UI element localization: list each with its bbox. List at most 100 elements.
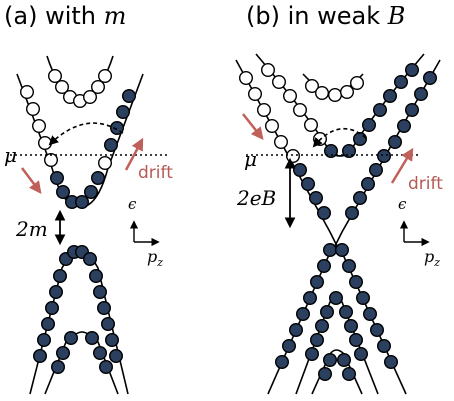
panel-b-left-drift-arrow bbox=[242, 113, 264, 140]
empty-state-b-band-inner-0 bbox=[261, 63, 276, 78]
filled-state-b-band-lower-left-2 bbox=[310, 275, 325, 290]
filled-state-b-band-upper-right-8 bbox=[353, 190, 368, 205]
filled-state-b-band-upper-right-5 bbox=[377, 148, 392, 163]
empty-state-b-band-upper-left-0 bbox=[238, 70, 253, 85]
filled-state-b-band-upper-right-0 bbox=[423, 70, 438, 85]
empty-state-b-band-upper-left-2 bbox=[257, 102, 272, 117]
filled-state-a-band-lower-4 bbox=[51, 360, 66, 375]
filled-state-a-band-conduction-12 bbox=[103, 137, 118, 152]
empty-state-b-band-upper-left-4 bbox=[274, 134, 289, 149]
empty-state-b-band-top-small-1 bbox=[315, 85, 330, 100]
filled-state-b-band-upper-left-7 bbox=[301, 176, 316, 191]
filled-state-b-band-upper-right-9 bbox=[345, 205, 360, 220]
filled-state-a-band-valence-11 bbox=[92, 285, 107, 300]
filled-state-b-band-upper-left-8 bbox=[309, 190, 324, 205]
filled-state-b-band-inner-8 bbox=[353, 131, 368, 146]
filled-state-a-band-valence-13 bbox=[100, 317, 115, 332]
filled-state-b-band-inner-12 bbox=[394, 74, 409, 89]
filled-state-b-band-lower-middle-8 bbox=[354, 347, 369, 362]
filled-state-a-band-lower-3 bbox=[92, 346, 107, 361]
filled-state-a-band-valence-15 bbox=[108, 349, 123, 364]
empty-state-a-band-upper-small-4 bbox=[82, 89, 97, 104]
panel-b-gap-label: 2eB bbox=[236, 186, 276, 210]
empty-state-a-band-upper-small-5 bbox=[90, 79, 105, 94]
panel-a-axis-momentum-label: pz bbox=[147, 247, 163, 269]
filled-state-a-band-valence-3 bbox=[82, 251, 97, 266]
filled-state-b-band-lower-left-6 bbox=[282, 339, 297, 354]
panel-b-title-symbol: B bbox=[387, 2, 406, 30]
filled-state-b-band-lower-middle-1 bbox=[320, 305, 335, 320]
filled-state-a-band-lower-1 bbox=[84, 331, 99, 346]
filled-state-a-band-conduction-8 bbox=[74, 194, 89, 209]
filled-state-a-band-valence-8 bbox=[37, 333, 52, 348]
empty-state-b-band-upper-left-5 bbox=[286, 148, 301, 163]
filled-state-a-band-valence-7 bbox=[41, 317, 56, 332]
filled-state-b-band-inner-6 bbox=[324, 143, 339, 158]
filled-state-a-band-valence-9 bbox=[33, 349, 48, 364]
filled-state-a-band-lower-0 bbox=[63, 331, 78, 346]
panel-b-right-drift-arrow bbox=[390, 147, 414, 184]
empty-state-a-band-upper-small-1 bbox=[55, 79, 70, 94]
filled-state-a-band-lower-5 bbox=[98, 360, 113, 375]
filled-state-a-band-conduction-9 bbox=[83, 184, 98, 199]
panel-a-drift-label: drift bbox=[138, 163, 173, 183]
panel-a-mu-label: μ bbox=[4, 143, 17, 167]
filled-state-a-band-lower-2 bbox=[56, 346, 71, 361]
empty-state-b-band-top-small-2 bbox=[328, 87, 343, 102]
filled-state-b-band-lower-left-5 bbox=[289, 323, 304, 338]
empty-state-b-band-inner-2 bbox=[283, 88, 298, 103]
filled-state-b-band-lower-right-2 bbox=[349, 275, 364, 290]
filled-state-b-band-lower-middle-4 bbox=[305, 347, 320, 362]
filled-state-b-band-lower-middle-6 bbox=[344, 319, 359, 334]
filled-state-b-band-lower-small-3 bbox=[342, 367, 357, 382]
filled-state-b-band-lower-left-1 bbox=[317, 259, 332, 274]
panel-b-title: (b) in weak B bbox=[246, 2, 405, 30]
empty-state-b-band-inner-4 bbox=[304, 117, 319, 132]
panel-a-axes: ϵ pz bbox=[128, 195, 163, 269]
filled-state-b-band-lower-right-7 bbox=[384, 355, 399, 370]
panel-a-scatter-arrow bbox=[48, 122, 125, 146]
panel-a-title: (a) with m bbox=[4, 2, 126, 30]
states-layer bbox=[20, 63, 438, 382]
filled-state-b-band-upper-right-4 bbox=[388, 134, 403, 149]
filled-state-b-band-upper-right-2 bbox=[405, 102, 420, 117]
filled-state-b-band-upper-right-6 bbox=[369, 162, 384, 177]
filled-state-b-band-upper-right-7 bbox=[361, 176, 376, 191]
filled-state-a-band-valence-4 bbox=[53, 269, 68, 284]
filled-state-b-band-lower-left-0 bbox=[323, 242, 338, 257]
filled-state-b-band-lower-right-1 bbox=[342, 259, 357, 274]
filled-state-b-band-upper-left-6 bbox=[293, 162, 308, 177]
empty-state-b-band-upper-left-1 bbox=[247, 86, 262, 101]
empty-state-a-band-conduction-11 bbox=[97, 155, 112, 170]
filled-state-b-band-lower-right-5 bbox=[370, 323, 385, 338]
empty-state-b-band-top-small-4 bbox=[350, 75, 365, 90]
panel-a-title-symbol: m bbox=[103, 2, 127, 30]
filled-state-b-band-lower-middle-2 bbox=[315, 319, 330, 334]
panel-b-title-prefix: (b) in weak bbox=[246, 2, 388, 30]
filled-state-a-band-valence-14 bbox=[104, 333, 119, 348]
empty-state-b-band-top-small-0 bbox=[305, 78, 320, 93]
filled-state-b-band-lower-left-4 bbox=[296, 307, 311, 322]
empty-state-a-band-upper-small-6 bbox=[97, 68, 112, 83]
empty-state-a-band-conduction-2 bbox=[32, 118, 47, 133]
filled-state-a-band-valence-10 bbox=[88, 269, 103, 284]
filled-state-b-band-upper-right-1 bbox=[414, 86, 429, 101]
panel-a-axis-energy-label: ϵ bbox=[128, 195, 137, 213]
empty-state-a-band-conduction-1 bbox=[26, 101, 41, 116]
empty-state-a-band-conduction-0 bbox=[20, 84, 35, 99]
filled-state-b-band-lower-right-6 bbox=[377, 339, 392, 354]
filled-state-b-band-inner-13 bbox=[405, 63, 420, 78]
filled-state-a-band-valence-6 bbox=[45, 301, 60, 316]
filled-state-b-band-lower-small-0 bbox=[323, 353, 338, 368]
filled-state-b-band-lower-small-1 bbox=[337, 353, 352, 368]
filled-state-a-band-conduction-15 bbox=[121, 88, 136, 103]
filled-state-a-band-conduction-5 bbox=[50, 170, 65, 185]
empty-state-b-band-inner-3 bbox=[293, 102, 308, 117]
filled-state-b-band-inner-11 bbox=[383, 88, 398, 103]
panel-b-axes: ϵ pz bbox=[398, 195, 440, 269]
filled-state-b-band-lower-middle-0 bbox=[329, 291, 344, 306]
panel-b-axis-energy-label: ϵ bbox=[398, 195, 407, 213]
empty-state-b-band-inner-1 bbox=[272, 74, 287, 89]
empty-state-b-band-upper-left-3 bbox=[265, 118, 280, 133]
empty-state-a-band-conduction-3 bbox=[38, 135, 53, 150]
